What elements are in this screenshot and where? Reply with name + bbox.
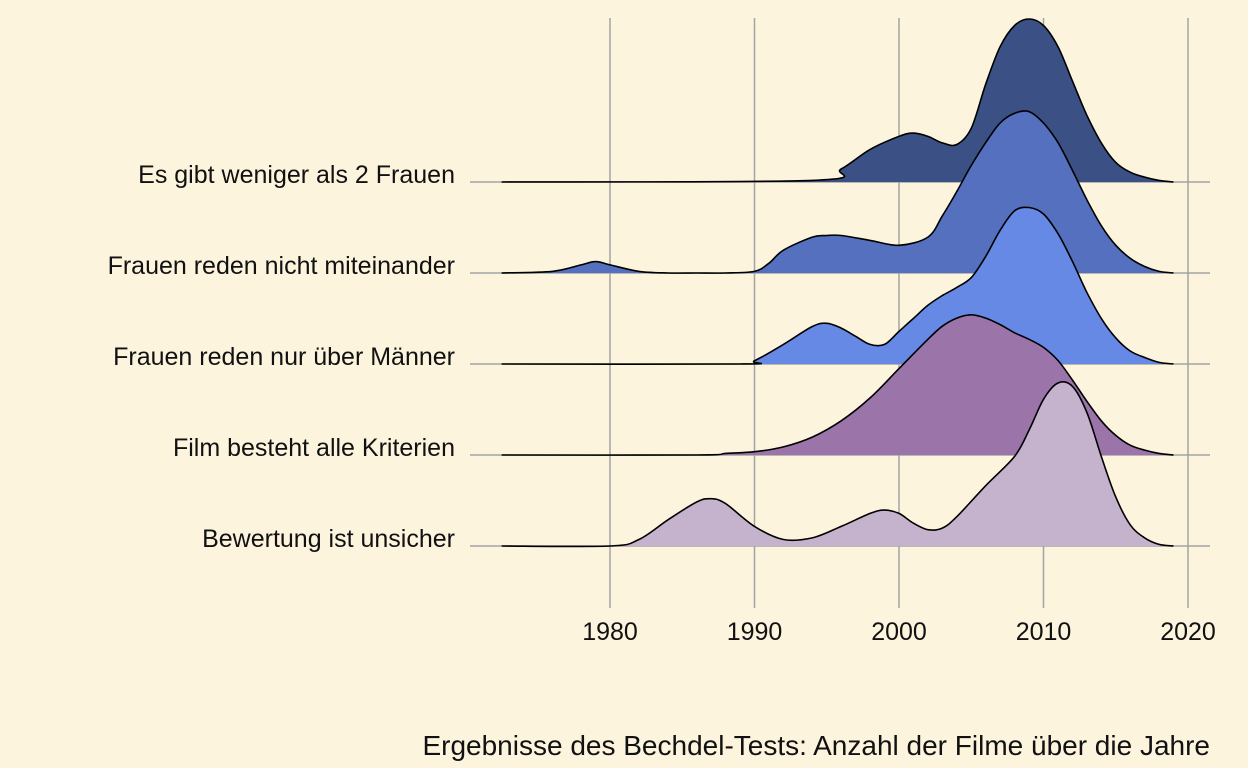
category-label: Frauen reden nur über Männer	[113, 343, 455, 371]
ridge-fill	[501, 19, 1174, 182]
ridge-outline	[501, 380, 1174, 548]
ridges	[470, 18, 1210, 548]
ridge-outline	[501, 206, 1174, 366]
x-tick-label: 1980	[582, 618, 638, 646]
category-labels: Es gibt weniger als 2 Frauen Frauen reden…	[108, 161, 455, 553]
x-tick-label: 2020	[1160, 618, 1216, 646]
category-label: Frauen reden nicht miteinander	[108, 252, 455, 280]
ridge-outline	[501, 110, 1174, 274]
chart-caption: Ergebnisse des Bechdel-Tests: Anzahl der…	[422, 730, 1210, 761]
ridge-5	[501, 380, 1174, 548]
x-tick-label: 2000	[871, 618, 927, 646]
x-tick-label: 1990	[727, 618, 783, 646]
ridge-fill	[501, 207, 1174, 365]
ridge-outline	[501, 313, 1174, 456]
x-tick-label: 2010	[1016, 618, 1072, 646]
ridge-fill	[501, 381, 1174, 547]
category-label: Film besteht alle Kriterien	[173, 434, 455, 462]
ridge-1	[501, 18, 1174, 183]
category-label: Bewertung ist unsicher	[202, 525, 455, 553]
ridge-4	[501, 313, 1174, 456]
category-label: Es gibt weniger als 2 Frauen	[138, 161, 455, 189]
ridge-outline	[501, 18, 1174, 183]
ridge-fill	[501, 314, 1174, 456]
ridge-3	[501, 206, 1174, 366]
x-axis-ticks: 1980 1990 2000 2010 2020	[582, 618, 1216, 646]
